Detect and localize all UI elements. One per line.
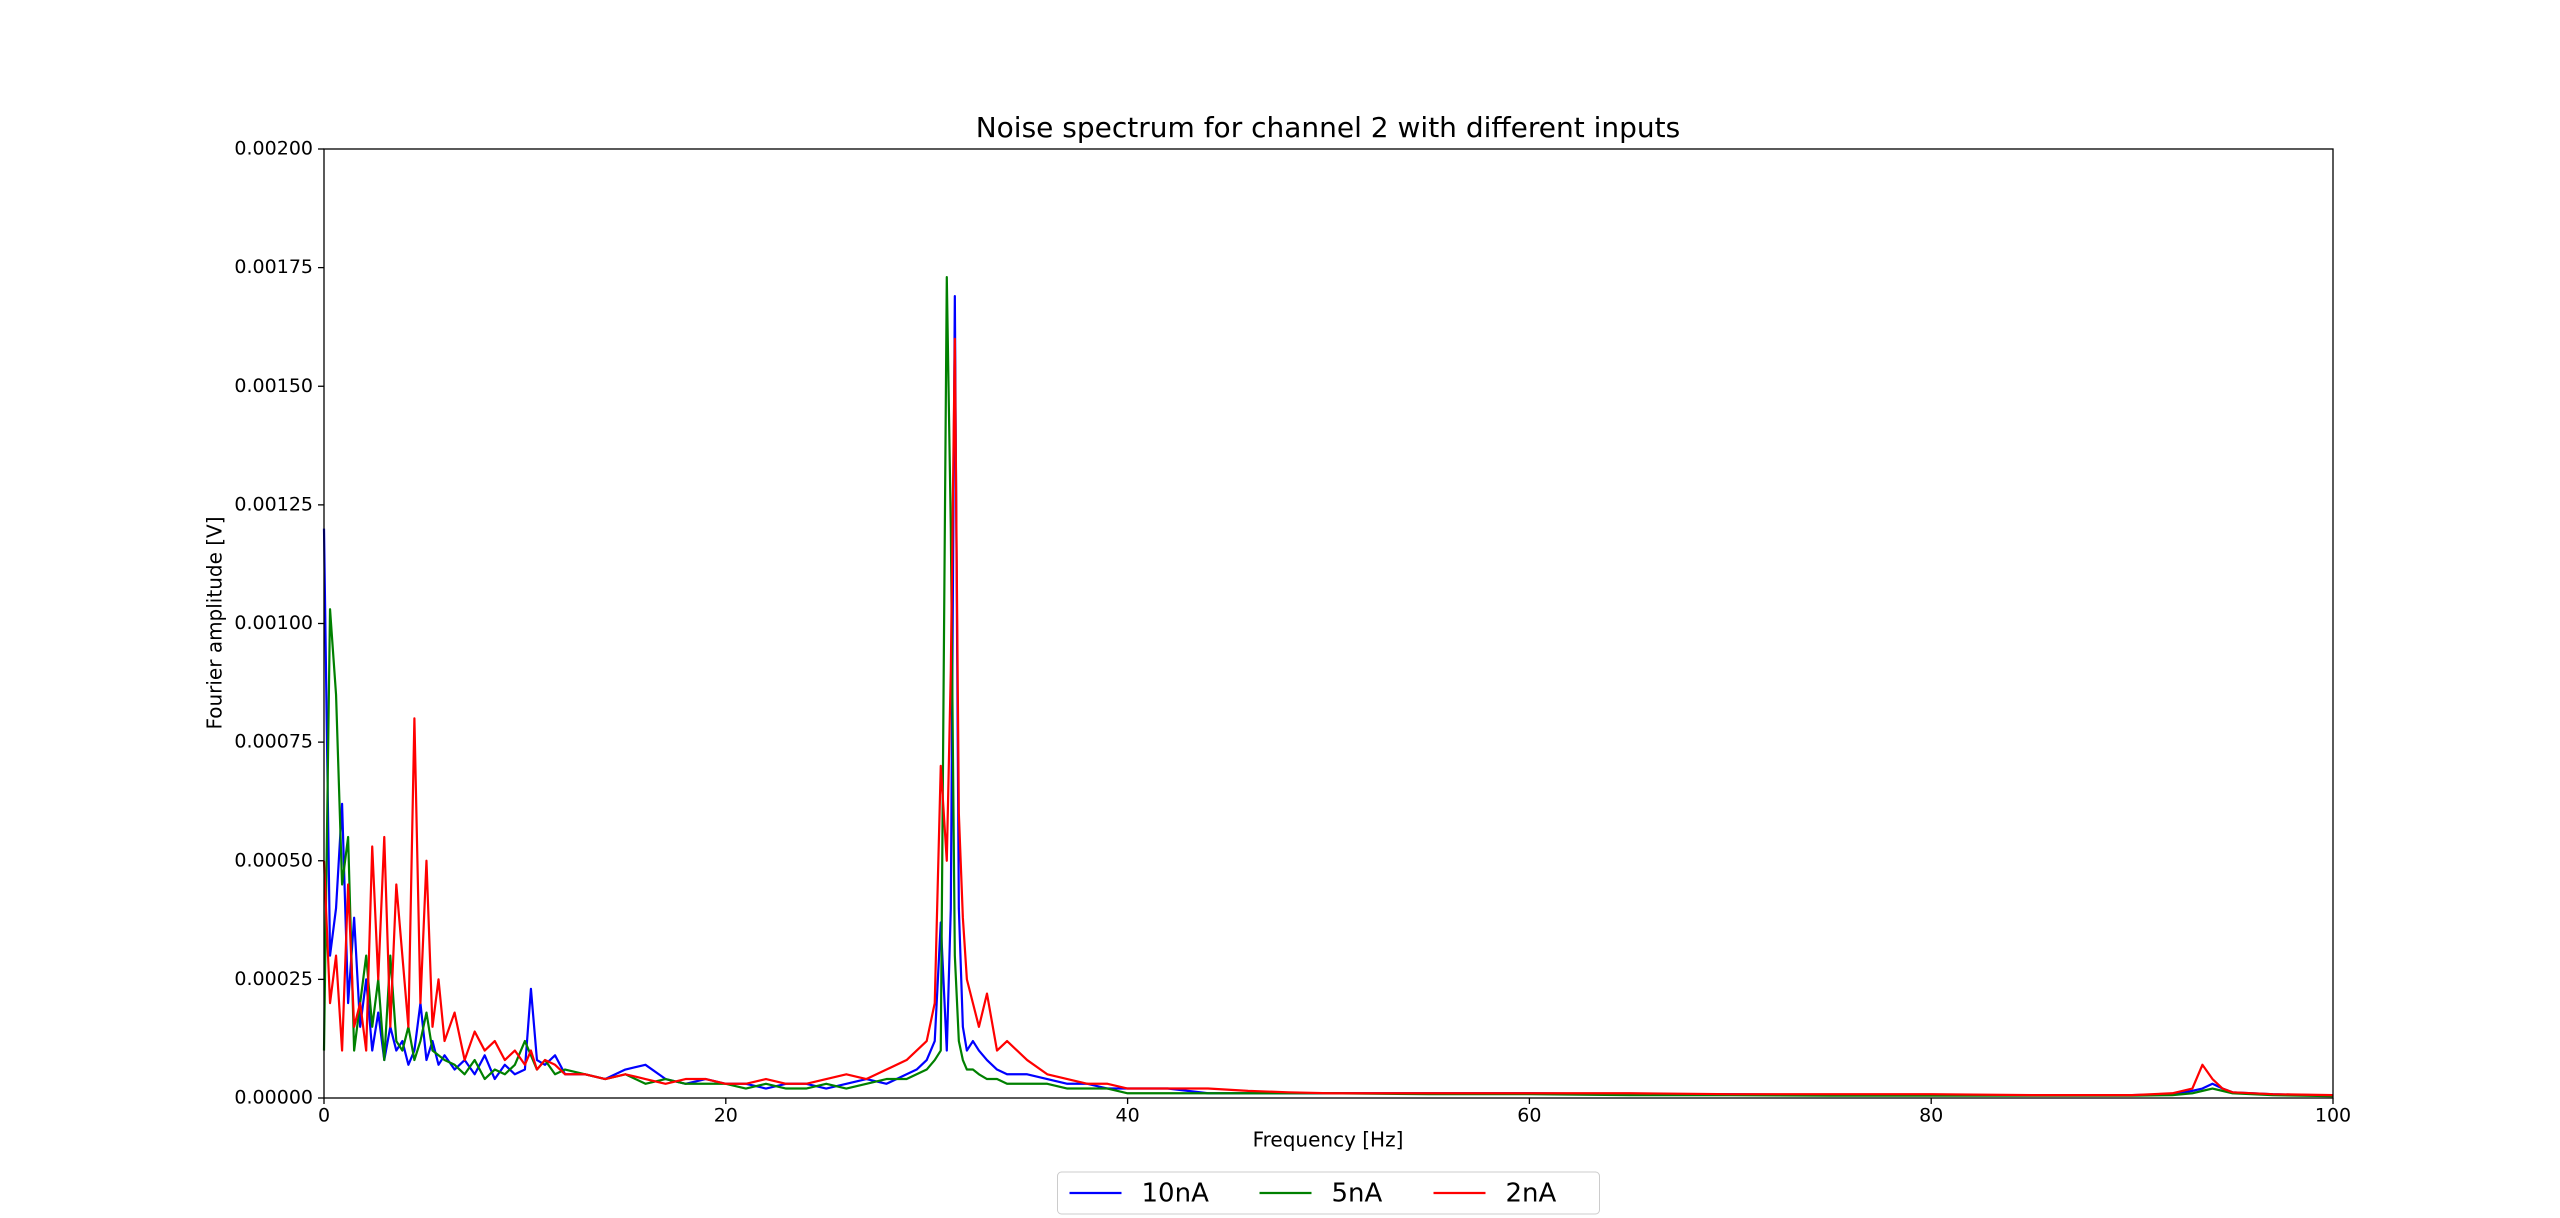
series-line [322,294,2334,1097]
x-tick-label: 80 [1919,1105,1943,1127]
y-tick-label: 0.00000 [234,1087,313,1109]
series-line [322,276,2334,1098]
y-tick-label: 0.00125 [234,493,313,515]
legend-label: 2nA [1506,1179,1557,1209]
y-axis-label: Fourier amplitude [V] [203,516,227,729]
legend-box [1057,1171,1600,1215]
x-tick-label: 40 [1116,1105,1140,1127]
chart-title: Noise spectrum for channel 2 with differ… [976,111,1681,144]
y-tick-label: 0.00050 [234,849,313,871]
y-tick-label: 0.00175 [234,256,313,278]
x-tick-label: 100 [2315,1105,2351,1127]
y-tick-label: 0.00100 [234,612,313,634]
legend: 10nA 5nA 2nA [1057,1171,1600,1215]
y-tick-label: 0.00025 [234,968,313,990]
legend-label: 5nA [1332,1179,1383,1209]
x-axis-label: Frequency [Hz] [1253,1128,1404,1152]
y-tick-label: 0.00150 [234,375,313,397]
y-tick-label: 0.00200 [234,138,313,160]
x-tick-label: 60 [1517,1105,1541,1127]
y-tick-label: 0.00075 [234,731,313,753]
legend-label: 10nA [1142,1179,1210,1209]
x-tick-label: 20 [714,1105,738,1127]
plot-frame [323,148,2334,1099]
series-line [322,337,2334,1097]
x-tick-label: 0 [318,1105,330,1127]
